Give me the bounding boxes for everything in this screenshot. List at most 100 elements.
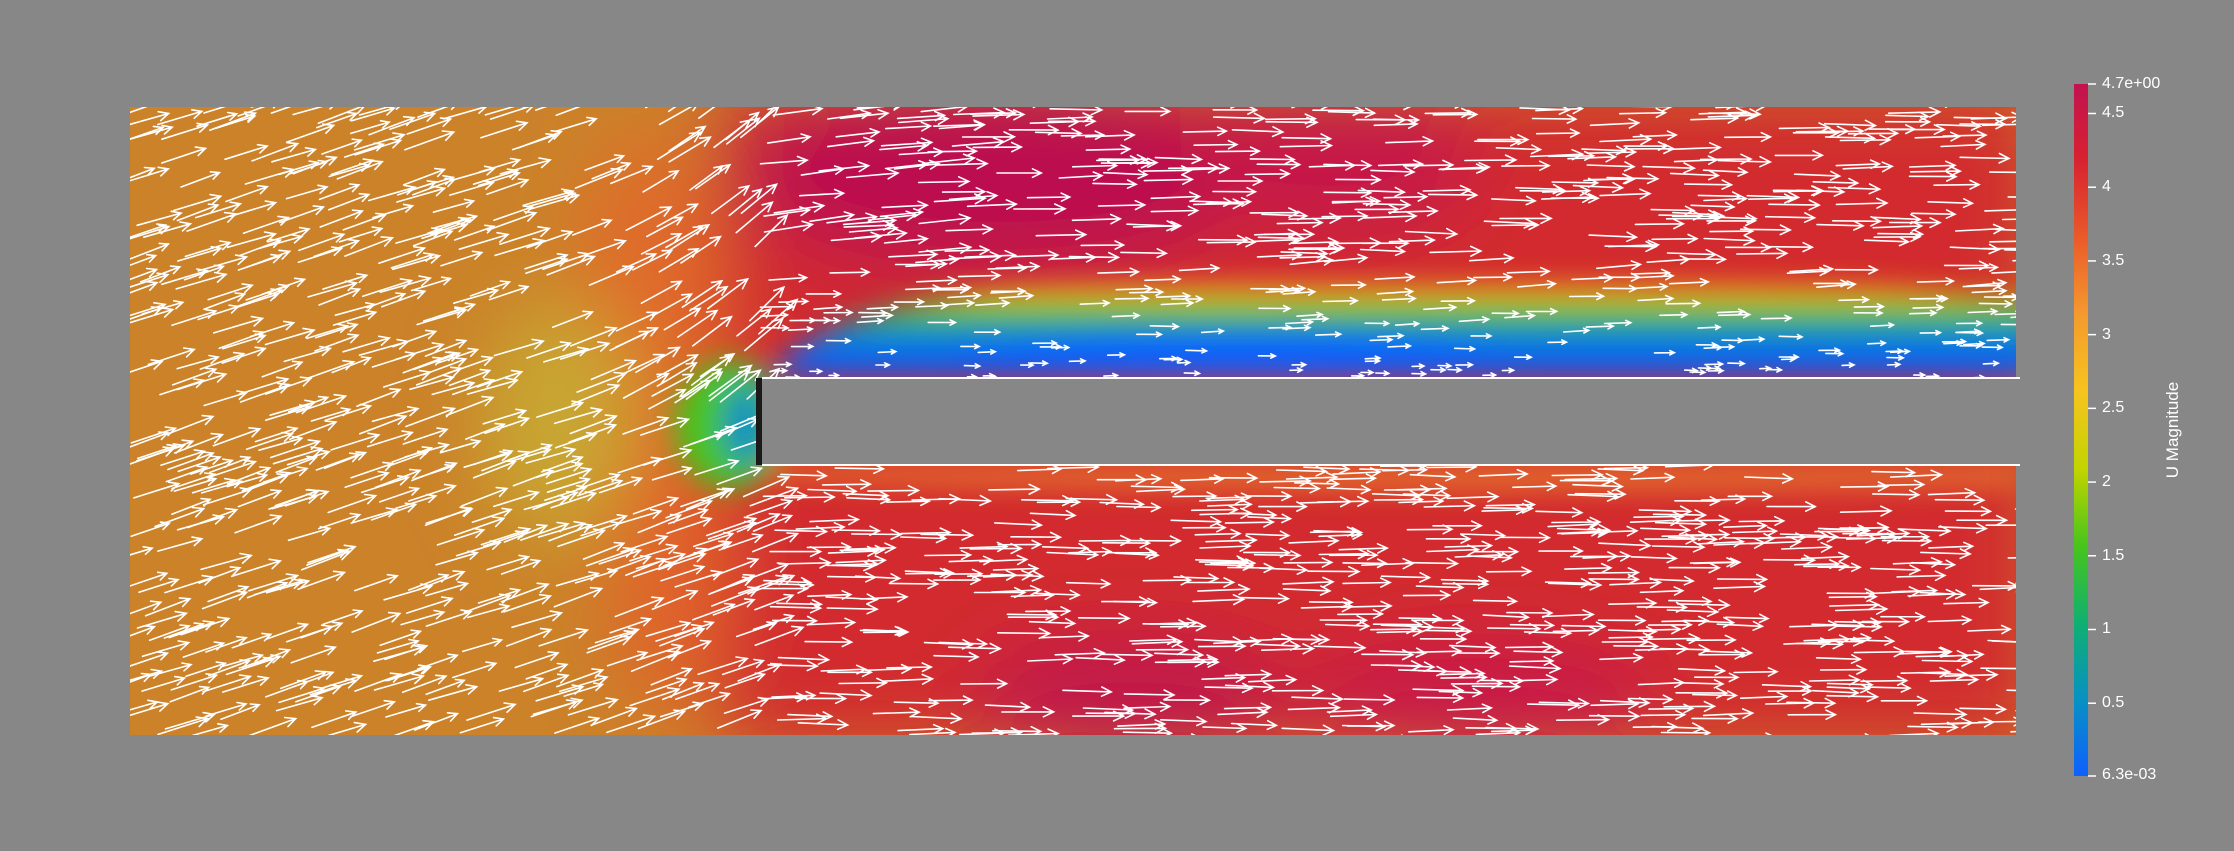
velocity-arrow xyxy=(1046,548,1100,561)
velocity-arrow xyxy=(719,369,762,403)
velocity-arrow xyxy=(449,179,496,196)
velocity-arrow xyxy=(1281,107,1334,110)
velocity-arrow xyxy=(1197,641,1247,652)
velocity-arrow xyxy=(1839,505,1893,517)
velocity-arrow xyxy=(273,91,319,106)
velocity-arrow xyxy=(948,555,995,566)
velocity-arrow xyxy=(987,263,1028,273)
velocity-arrow xyxy=(467,603,511,619)
velocity-arrow xyxy=(1143,174,1195,185)
velocity-arrow xyxy=(853,107,906,111)
velocity-arrow xyxy=(1026,654,1074,665)
colorbar-ramp xyxy=(2074,84,2088,776)
velocity-arrow xyxy=(167,451,215,471)
velocity-arrow xyxy=(1739,691,1789,702)
velocity-arrow xyxy=(668,136,712,163)
velocity-arrow xyxy=(1934,494,1986,506)
velocity-arrow xyxy=(1193,107,1243,109)
velocity-arrow xyxy=(1868,124,1917,135)
velocity-arrow xyxy=(1161,95,1206,104)
velocity-arrow xyxy=(1312,107,1366,117)
velocity-arrow xyxy=(625,206,673,231)
velocity-arrow xyxy=(991,584,1043,596)
velocity-arrow xyxy=(1853,646,1906,658)
velocity-arrow xyxy=(728,188,763,217)
velocity-arrow xyxy=(977,348,998,355)
velocity-arrow xyxy=(551,310,595,329)
velocity-arrow xyxy=(567,697,619,716)
velocity-arrow xyxy=(1764,212,1817,223)
velocity-arrow xyxy=(226,466,272,485)
velocity-arrow xyxy=(309,678,359,696)
velocity-arrow xyxy=(1491,219,1541,231)
velocity-arrow xyxy=(1929,674,1980,686)
velocity-arrow xyxy=(424,339,468,357)
velocity-arrow xyxy=(1205,534,1258,546)
velocity-arrow xyxy=(1535,128,1581,138)
velocity-arrow xyxy=(1588,231,1639,243)
velocity-arrow xyxy=(982,569,1034,581)
velocity-arrow xyxy=(969,108,1018,119)
velocity-arrow xyxy=(1332,467,1382,478)
velocity-arrow xyxy=(535,684,585,702)
velocity-arrow xyxy=(554,716,601,734)
velocity-arrow xyxy=(118,87,160,104)
velocity-arrow xyxy=(500,558,542,575)
velocity-arrow xyxy=(1839,134,1892,146)
velocity-arrow xyxy=(1046,112,1094,123)
velocity-arrow xyxy=(588,265,635,286)
velocity-arrow xyxy=(972,141,1024,153)
velocity-arrow xyxy=(1104,708,1157,720)
velocity-arrow xyxy=(969,542,1024,555)
velocity-arrow xyxy=(1596,260,1643,271)
velocity-arrow xyxy=(1470,333,1493,339)
velocity-arrow xyxy=(1982,118,2016,130)
velocity-arrow xyxy=(699,352,736,378)
velocity-arrow xyxy=(141,675,187,692)
velocity-arrow xyxy=(1727,491,1774,502)
velocity-arrow xyxy=(1291,237,1340,248)
velocity-arrow xyxy=(1414,107,1467,109)
velocity-arrow xyxy=(1971,580,2016,591)
velocity-arrow xyxy=(1097,267,1141,277)
velocity-arrow xyxy=(1296,311,1324,318)
velocity-arrow xyxy=(208,455,252,474)
velocity-arrow xyxy=(130,166,157,186)
velocity-arrow xyxy=(555,107,606,116)
velocity-arrow xyxy=(665,499,714,519)
velocity-arrow xyxy=(1739,224,1793,236)
velocity-arrow xyxy=(1989,235,2016,247)
velocity-arrow xyxy=(1269,107,1324,108)
velocity-arrow xyxy=(130,267,159,287)
velocity-arrow xyxy=(787,326,815,333)
velocity-arrow xyxy=(1217,707,1269,719)
velocity-arrow xyxy=(900,533,948,544)
velocity-arrow xyxy=(1257,353,1278,359)
velocity-arrow xyxy=(1322,296,1359,305)
velocity-arrow xyxy=(1376,626,1425,637)
velocity-arrow xyxy=(1245,491,1293,502)
velocity-arrow xyxy=(1943,340,1964,346)
velocity-arrow xyxy=(261,360,304,378)
velocity-arrow xyxy=(1283,557,1334,568)
velocity-arrow-glyphs xyxy=(118,87,2073,735)
velocity-arrow xyxy=(795,522,846,533)
velocity-arrow xyxy=(489,107,536,120)
velocity-arrow xyxy=(1370,166,1416,177)
velocity-arrow xyxy=(482,530,527,548)
velocity-arrow xyxy=(640,417,691,436)
velocity-arrow xyxy=(663,307,702,331)
velocity-arrow xyxy=(1819,664,1868,675)
velocity-arrow xyxy=(964,249,1018,262)
velocity-arrow xyxy=(858,309,889,317)
velocity-arrow xyxy=(1154,153,1204,165)
velocity-arrow xyxy=(1404,227,1459,240)
velocity-arrow xyxy=(1271,685,1325,697)
velocity-arrow xyxy=(635,551,687,570)
velocity-arrow xyxy=(2022,564,2073,574)
velocity-arrow xyxy=(524,253,569,270)
velocity-arrow xyxy=(718,533,764,551)
velocity-arrow xyxy=(1838,296,1871,304)
velocity-arrow xyxy=(656,362,698,387)
